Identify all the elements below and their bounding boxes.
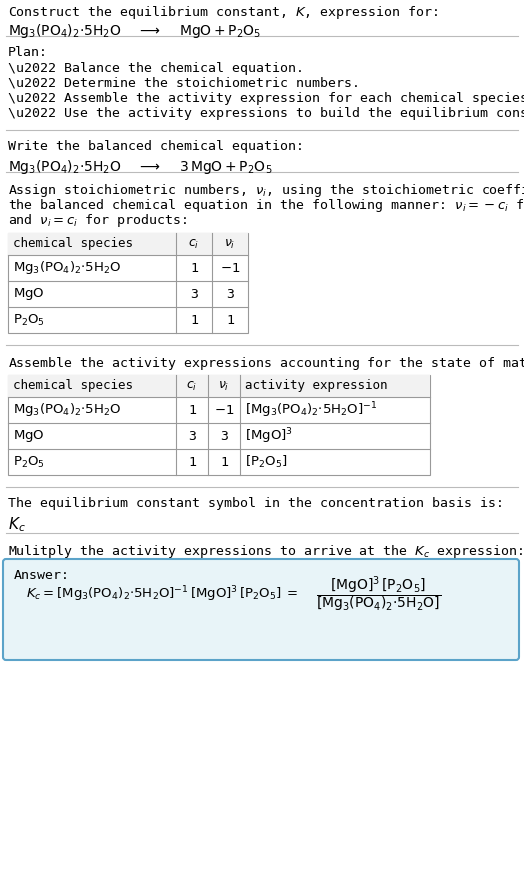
Text: $\mathrm{Mg_3(PO_4)_2{\cdot}5H_2O}$: $\mathrm{Mg_3(PO_4)_2{\cdot}5H_2O}$ [13, 402, 122, 419]
Text: $[\mathrm{Mg_3(PO_4)_2{\cdot}5H_2O}]^{-1}$: $[\mathrm{Mg_3(PO_4)_2{\cdot}5H_2O}]^{-1… [245, 400, 377, 420]
Text: 3: 3 [220, 430, 228, 443]
Text: 3: 3 [190, 288, 198, 301]
Text: $\mathrm{P_2O_5}$: $\mathrm{P_2O_5}$ [13, 455, 45, 470]
Text: Assemble the activity expressions accounting for the state of matter and $\nu_i$: Assemble the activity expressions accoun… [8, 355, 524, 372]
Bar [8, 375, 430, 397]
Text: $K_c = [\mathrm{Mg_3(PO_4)_2{\cdot}5H_2O}]^{-1}\,[\mathrm{MgO}]^3\,[\mathrm{P_2O: $K_c = [\mathrm{Mg_3(PO_4)_2{\cdot}5H_2O… [26, 584, 299, 604]
FancyBboxPatch shape [3, 559, 519, 660]
Text: 3: 3 [188, 430, 196, 443]
Text: $-1$: $-1$ [220, 262, 240, 274]
Text: Assign stoichiometric numbers, $\nu_i$, using the stoichiometric coefficients, $: Assign stoichiometric numbers, $\nu_i$, … [8, 182, 524, 199]
Bar [8, 375, 430, 475]
Bar [8, 233, 248, 333]
Text: $\nu_i$: $\nu_i$ [219, 380, 230, 393]
Text: $c_i$: $c_i$ [188, 238, 200, 251]
Text: 1: 1 [188, 455, 196, 469]
Text: $c_i$: $c_i$ [187, 380, 198, 393]
Text: $\mathrm{P_2O_5}$: $\mathrm{P_2O_5}$ [13, 313, 45, 328]
Text: Answer:: Answer: [14, 569, 70, 582]
Text: $\mathrm{Mg_3(PO_4)_2{\cdot}5H_2O}$  $\longrightarrow$  $\mathrm{3\,MgO + P_2O_5: $\mathrm{Mg_3(PO_4)_2{\cdot}5H_2O}$ $\lo… [8, 158, 272, 176]
Text: $\mathrm{Mg_3(PO_4)_2{\cdot}5H_2O}$  $\longrightarrow$  $\mathrm{MgO + P_2O_5}$: $\mathrm{Mg_3(PO_4)_2{\cdot}5H_2O}$ $\lo… [8, 22, 261, 40]
Text: Mulitply the activity expressions to arrive at the $K_c$ expression:: Mulitply the activity expressions to arr… [8, 543, 523, 560]
Text: 1: 1 [220, 455, 228, 469]
Text: 1: 1 [190, 313, 198, 327]
Text: Construct the equilibrium constant, $K$, expression for:: Construct the equilibrium constant, $K$,… [8, 4, 438, 21]
Text: the balanced chemical equation in the following manner: $\nu_i = -c_i$ for react: the balanced chemical equation in the fo… [8, 197, 524, 214]
Text: $[\mathrm{P_2O_5}]$: $[\mathrm{P_2O_5}]$ [245, 454, 288, 470]
Text: The equilibrium constant symbol in the concentration basis is:: The equilibrium constant symbol in the c… [8, 497, 504, 510]
Text: 1: 1 [226, 313, 234, 327]
Text: $\mathrm{Mg_3(PO_4)_2{\cdot}5H_2O}$: $\mathrm{Mg_3(PO_4)_2{\cdot}5H_2O}$ [13, 260, 122, 277]
Text: $\mathrm{MgO}$: $\mathrm{MgO}$ [13, 286, 45, 302]
Text: \u2022 Balance the chemical equation.: \u2022 Balance the chemical equation. [8, 62, 304, 75]
Text: 1: 1 [190, 262, 198, 274]
Text: 3: 3 [226, 288, 234, 301]
Text: $K_c$: $K_c$ [8, 515, 26, 534]
Text: 1: 1 [188, 404, 196, 416]
Text: $-1$: $-1$ [214, 404, 234, 416]
Text: Write the balanced chemical equation:: Write the balanced chemical equation: [8, 140, 304, 153]
Text: $[\mathrm{MgO}]^3$: $[\mathrm{MgO}]^3$ [245, 426, 293, 446]
Text: Plan:: Plan: [8, 46, 48, 59]
Text: \u2022 Use the activity expressions to build the equilibrium constant expression: \u2022 Use the activity expressions to b… [8, 107, 524, 120]
Text: $\mathrm{MgO}$: $\mathrm{MgO}$ [13, 428, 45, 444]
Text: chemical species: chemical species [13, 380, 133, 393]
Text: chemical species: chemical species [13, 238, 133, 251]
Text: $\dfrac{[\mathrm{MgO}]^3\,[\mathrm{P_2O_5}]}{[\mathrm{Mg_3(PO_4)_2{\cdot}5H_2O}]: $\dfrac{[\mathrm{MgO}]^3\,[\mathrm{P_2O_… [316, 574, 441, 614]
Text: \u2022 Assemble the activity expression for each chemical species.: \u2022 Assemble the activity expression … [8, 92, 524, 105]
Text: \u2022 Determine the stoichiometric numbers.: \u2022 Determine the stoichiometric numb… [8, 77, 360, 90]
Text: and $\nu_i = c_i$ for products:: and $\nu_i = c_i$ for products: [8, 212, 187, 229]
Text: activity expression: activity expression [245, 380, 388, 393]
Text: $\nu_i$: $\nu_i$ [224, 238, 236, 251]
Bar [8, 233, 248, 255]
